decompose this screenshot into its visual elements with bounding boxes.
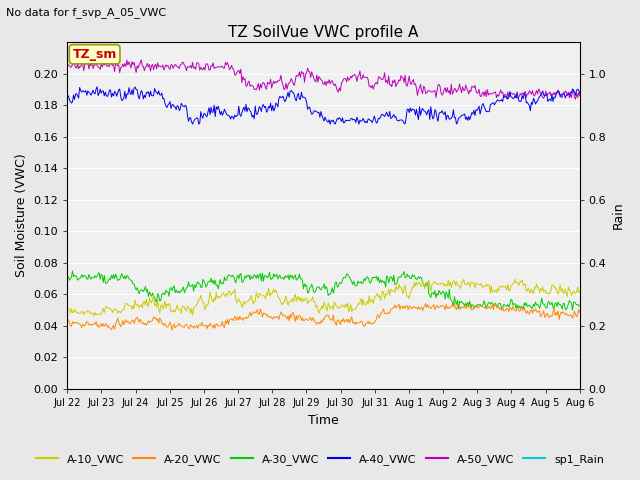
Legend: A-10_VWC, A-20_VWC, A-30_VWC, A-40_VWC, A-50_VWC, sp1_Rain: A-10_VWC, A-20_VWC, A-30_VWC, A-40_VWC, … [31,450,609,469]
Y-axis label: Soil Moisture (VWC): Soil Moisture (VWC) [15,154,28,277]
Text: TZ_sm: TZ_sm [72,48,117,61]
Title: TZ SoilVue VWC profile A: TZ SoilVue VWC profile A [228,24,419,39]
X-axis label: Time: Time [308,414,339,427]
Y-axis label: Rain: Rain [612,202,625,229]
Text: No data for f_svp_A_05_VWC: No data for f_svp_A_05_VWC [6,7,166,18]
